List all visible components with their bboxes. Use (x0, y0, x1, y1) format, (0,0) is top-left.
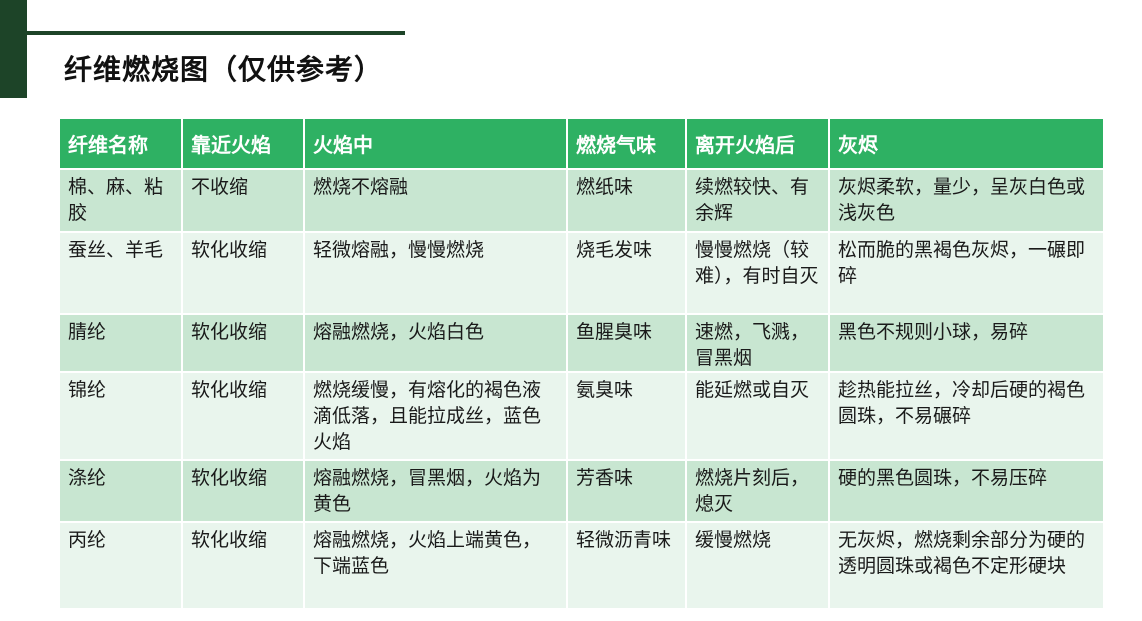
table-row-cotton-hemp-viscose: 棉、麻、粘胶 不收缩 燃烧不熔融 燃纸味 续燃较快、有余辉 灰烬柔软，量少，呈灰… (58, 168, 1105, 233)
table-cell: 烧毛发味 (566, 231, 687, 315)
header-cell-near-flame: 靠近火焰 (181, 117, 305, 170)
table-cell: 轻微沥青味 (566, 521, 687, 611)
table-row-nylon: 锦纶 软化收缩 燃烧缓慢，有熔化的褐色液滴低落，且能拉成丝，蓝色火焰 氨臭味 能… (58, 371, 1105, 462)
table-row-polypropylene: 丙纶 软化收缩 熔融燃烧，火焰上端黄色，下端蓝色 轻微沥青味 缓慢燃烧 无灰烬，… (58, 521, 1105, 611)
table-cell: 软化收缩 (181, 459, 305, 524)
table-cell: 趁热能拉丝，冷却后硬的褐色圆珠，不易碾碎 (828, 371, 1105, 462)
table-cell: 慢慢燃烧（较难），有时自灭 (685, 231, 830, 315)
table-cell: 灰烬柔软，量少，呈灰白色或浅灰色 (828, 168, 1105, 233)
header-cell-ash: 灰烬 (828, 117, 1105, 170)
table-cell: 无灰烬，燃烧剩余部分为硬的透明圆珠或褐色不定形硬块 (828, 521, 1105, 611)
table-cell: 氨臭味 (566, 371, 687, 462)
table-cell: 燃纸味 (566, 168, 687, 233)
table-cell: 蚕丝、羊毛 (58, 231, 183, 315)
table-cell: 轻微熔融，慢慢燃烧 (303, 231, 568, 315)
table-cell: 缓慢燃烧 (685, 521, 830, 611)
table-row-polyester: 涤纶 软化收缩 熔融燃烧，冒黑烟，火焰为黄色 芳香味 燃烧片刻后，熄灭 硬的黑色… (58, 459, 1105, 524)
table-cell: 松而脆的黑褐色灰烬，一碾即碎 (828, 231, 1105, 315)
table-header-row: 纤维名称 靠近火焰 火焰中 燃烧气味 离开火焰后 灰烬 (58, 117, 1105, 170)
table-cell: 腈纶 (58, 312, 183, 374)
table-cell: 能延燃或自灭 (685, 371, 830, 462)
table-cell: 软化收缩 (181, 521, 305, 611)
table-cell: 续燃较快、有余辉 (685, 168, 830, 233)
corner-accent-block (0, 0, 27, 98)
header-cell-fiber-name: 纤维名称 (58, 117, 183, 170)
page-title: 纤维燃烧图（仅供参考） (64, 53, 384, 86)
table-cell: 熔融燃烧，火焰白色 (303, 312, 568, 374)
table-row-acrylic: 腈纶 软化收缩 熔融燃烧，火焰白色 鱼腥臭味 速燃，飞溅，冒黑烟 黑色不规则小球… (58, 312, 1105, 374)
table-cell: 丙纶 (58, 521, 183, 611)
table-cell: 熔融燃烧，火焰上端黄色，下端蓝色 (303, 521, 568, 611)
title-accent-line (27, 31, 405, 35)
table-cell: 速燃，飞溅，冒黑烟 (685, 312, 830, 374)
fiber-combustion-table: 纤维名称 靠近火焰 火焰中 燃烧气味 离开火焰后 灰烬 棉、麻、粘胶 不收缩 燃… (58, 117, 1105, 611)
table-cell: 燃烧片刻后，熄灭 (685, 459, 830, 524)
table-cell: 软化收缩 (181, 312, 305, 374)
header-cell-after-leaving-flame: 离开火焰后 (685, 117, 830, 170)
table-cell: 硬的黑色圆珠，不易压碎 (828, 459, 1105, 524)
table-cell: 燃烧不熔融 (303, 168, 568, 233)
header-cell-burning-smell: 燃烧气味 (566, 117, 687, 170)
table-cell: 不收缩 (181, 168, 305, 233)
table-cell: 棉、麻、粘胶 (58, 168, 183, 233)
table-cell: 黑色不规则小球，易碎 (828, 312, 1105, 374)
table-row-silk-wool: 蚕丝、羊毛 软化收缩 轻微熔融，慢慢燃烧 烧毛发味 慢慢燃烧（较难），有时自灭 … (58, 231, 1105, 315)
table-cell: 软化收缩 (181, 371, 305, 462)
table-cell: 燃烧缓慢，有熔化的褐色液滴低落，且能拉成丝，蓝色火焰 (303, 371, 568, 462)
table-cell: 涤纶 (58, 459, 183, 524)
header-cell-in-flame: 火焰中 (303, 117, 568, 170)
table-cell: 鱼腥臭味 (566, 312, 687, 374)
table-cell: 芳香味 (566, 459, 687, 524)
table-cell: 熔融燃烧，冒黑烟，火焰为黄色 (303, 459, 568, 524)
table-cell: 锦纶 (58, 371, 183, 462)
table-cell: 软化收缩 (181, 231, 305, 315)
